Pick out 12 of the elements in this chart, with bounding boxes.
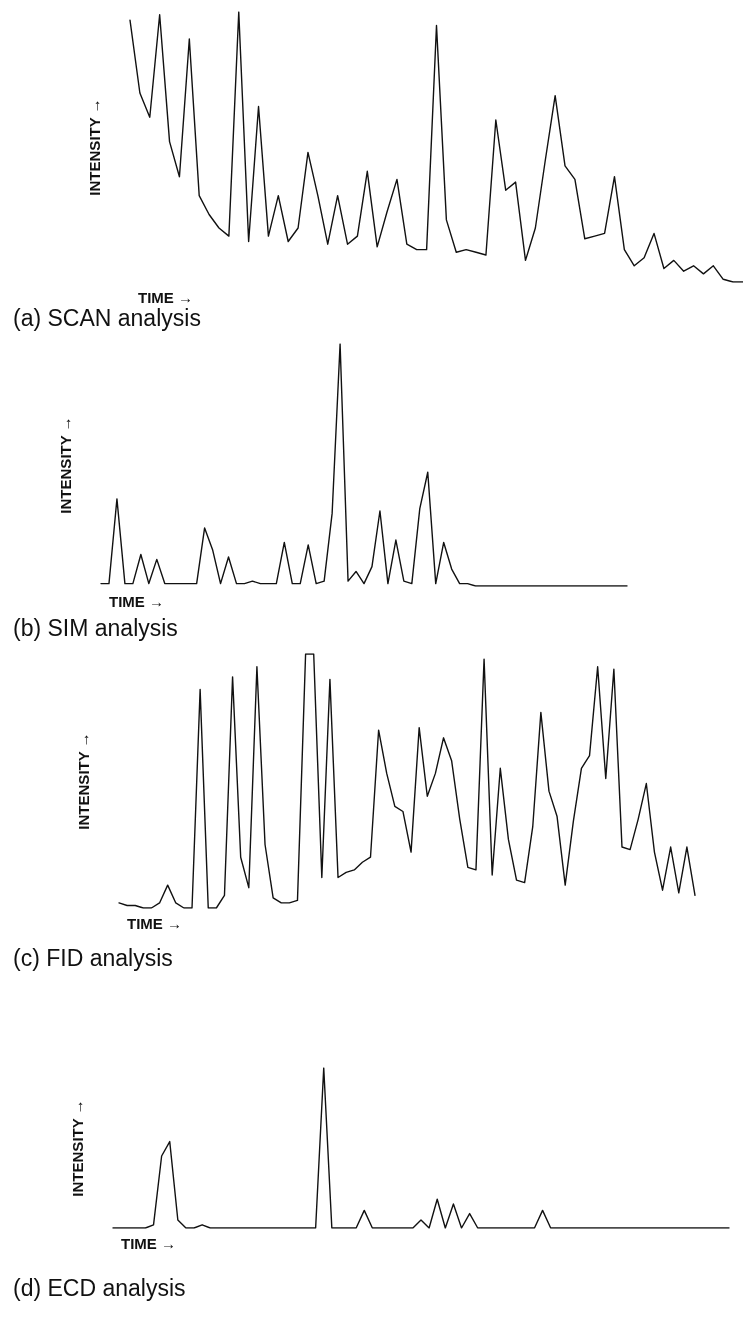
text: (a) SCAN analysis: [13, 304, 201, 331]
x-axis-title: TIME →: [121, 1235, 176, 1252]
x-axis-title: TIME →: [109, 593, 164, 610]
x-axis-title: TIME →: [127, 915, 182, 932]
y-axis-title: INTENSITY →: [74, 732, 92, 830]
text: (d) ECD analysis: [13, 1274, 186, 1301]
text: (b) SIM analysis: [13, 614, 178, 641]
y-axis-title: INTENSITY →: [56, 416, 74, 514]
x-axis-title: TIME →: [138, 289, 193, 306]
y-axis-title: INTENSITY →: [68, 1099, 86, 1197]
y-axis-title: INTENSITY →: [85, 98, 103, 196]
text: (c) FID analysis: [13, 944, 173, 971]
